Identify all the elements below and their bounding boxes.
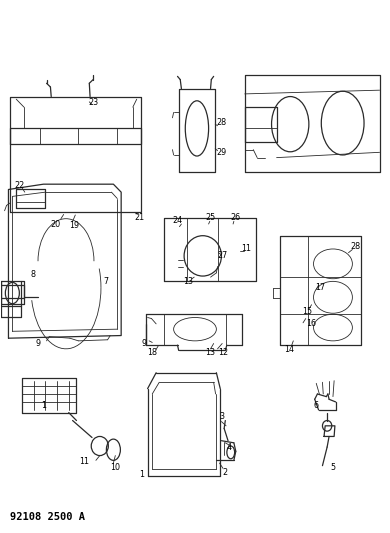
Text: 29: 29 bbox=[216, 148, 227, 157]
Text: 5: 5 bbox=[330, 463, 335, 472]
Text: 9: 9 bbox=[142, 339, 147, 348]
Text: 8: 8 bbox=[30, 270, 35, 279]
Text: 92108 2500 A: 92108 2500 A bbox=[11, 512, 85, 522]
Text: 10: 10 bbox=[110, 463, 121, 472]
Text: 17: 17 bbox=[315, 283, 325, 292]
Text: 28: 28 bbox=[216, 118, 227, 126]
Text: 28: 28 bbox=[350, 242, 360, 251]
Text: 9: 9 bbox=[35, 339, 40, 348]
Text: 2: 2 bbox=[223, 467, 228, 477]
Text: 18: 18 bbox=[147, 348, 157, 357]
Text: 13: 13 bbox=[183, 277, 193, 286]
Text: 12: 12 bbox=[218, 348, 228, 357]
Text: 15: 15 bbox=[302, 306, 312, 316]
Text: 4: 4 bbox=[226, 442, 231, 451]
Text: 16: 16 bbox=[307, 319, 317, 328]
Text: 14: 14 bbox=[284, 345, 294, 354]
Text: 23: 23 bbox=[88, 99, 98, 108]
Text: 27: 27 bbox=[218, 252, 228, 261]
Text: 6: 6 bbox=[314, 401, 319, 410]
Text: 7: 7 bbox=[104, 277, 109, 286]
Text: 26: 26 bbox=[231, 213, 241, 222]
Text: 11: 11 bbox=[241, 244, 251, 253]
Text: 25: 25 bbox=[206, 213, 216, 222]
Text: 1: 1 bbox=[41, 401, 46, 410]
Text: 24: 24 bbox=[172, 216, 183, 225]
Text: 13: 13 bbox=[206, 348, 216, 357]
Text: 21: 21 bbox=[135, 213, 145, 222]
Text: 19: 19 bbox=[69, 221, 80, 230]
Text: 3: 3 bbox=[219, 413, 224, 421]
Text: 22: 22 bbox=[14, 181, 25, 190]
Text: 1: 1 bbox=[139, 470, 144, 479]
Text: 20: 20 bbox=[51, 220, 61, 229]
Text: 11: 11 bbox=[79, 457, 89, 466]
